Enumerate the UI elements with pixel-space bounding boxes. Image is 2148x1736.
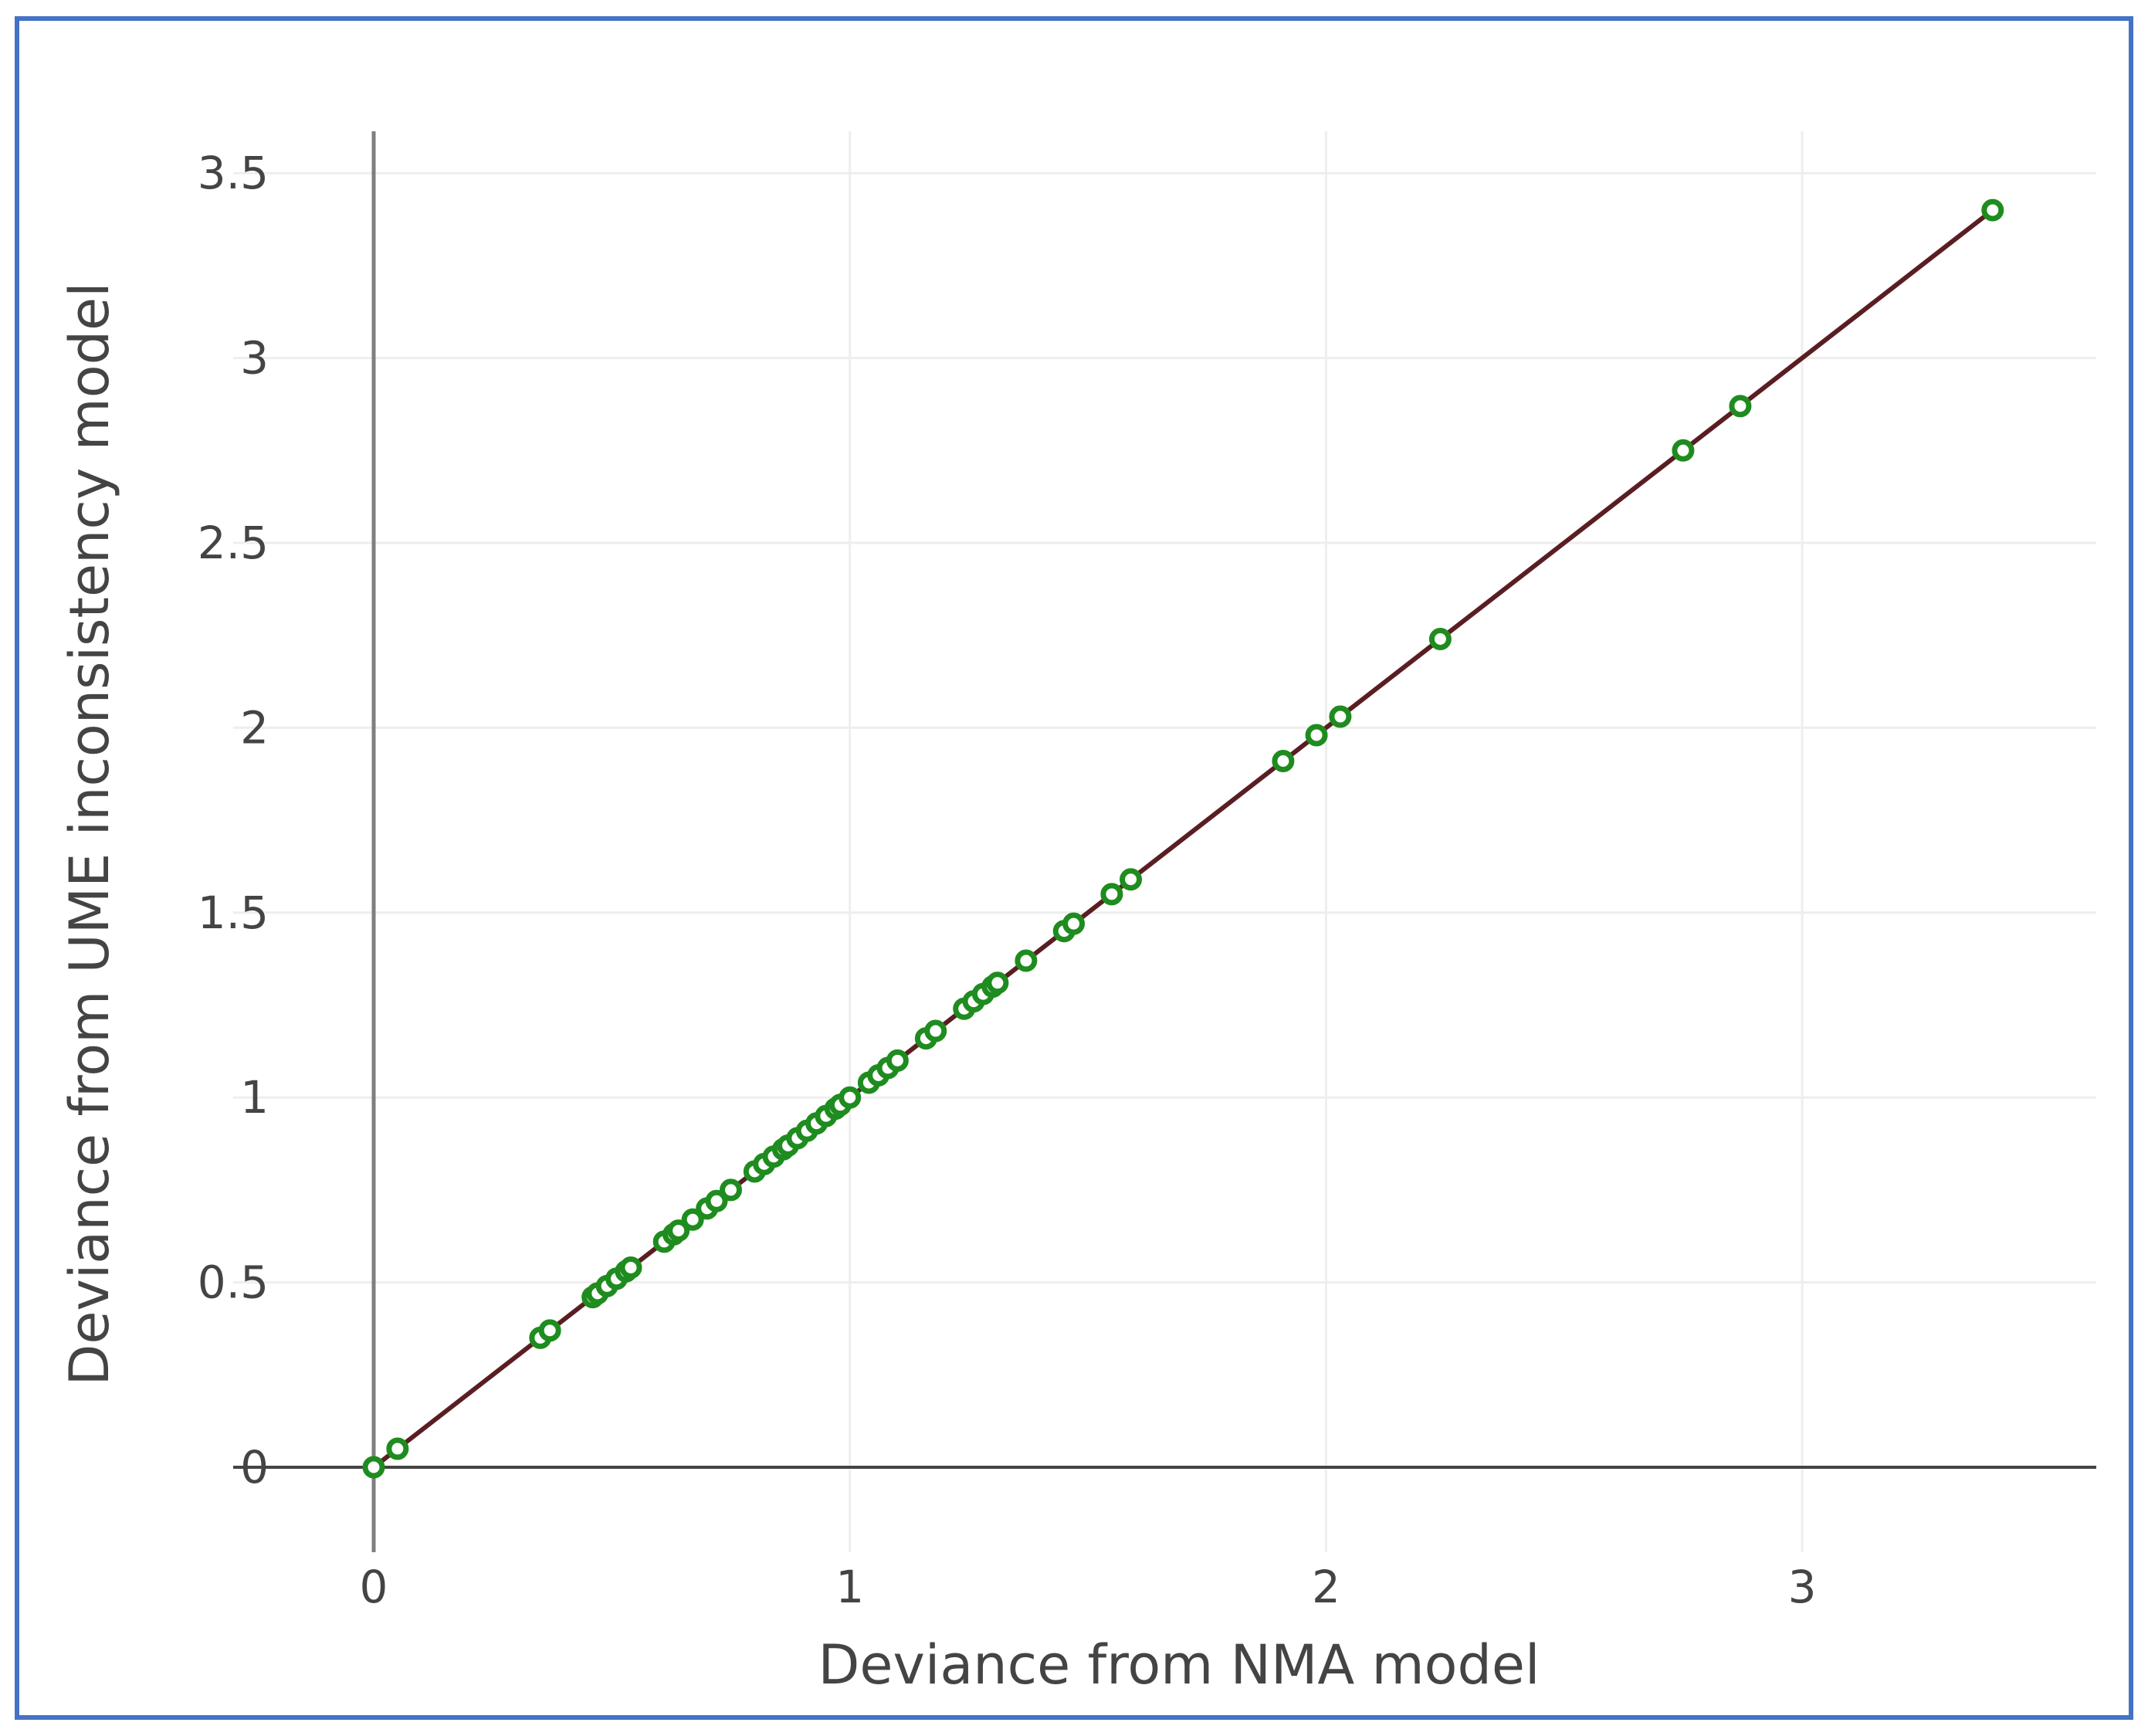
data-point xyxy=(619,1256,642,1279)
data-point xyxy=(986,971,1009,995)
y-tick-label: 3 xyxy=(240,332,269,385)
data-point xyxy=(1305,724,1328,747)
data-point xyxy=(1100,883,1123,906)
y-tick-label: 3.5 xyxy=(198,147,269,199)
y-tick-label: 1 xyxy=(240,1071,269,1124)
gridlines xyxy=(233,131,2096,1552)
data-point xyxy=(1428,627,1452,650)
y-tick-label: 0 xyxy=(240,1441,269,1494)
data-point xyxy=(1672,439,1695,462)
x-tick-label: 1 xyxy=(835,1561,864,1613)
data-point xyxy=(1015,949,1038,972)
series-line xyxy=(372,208,1994,1470)
data-point xyxy=(1981,198,2004,222)
data-point xyxy=(924,1019,947,1043)
data-point xyxy=(1729,395,1752,418)
data-point xyxy=(720,1178,743,1202)
axes xyxy=(233,131,2096,1552)
data-point xyxy=(362,1456,385,1479)
tick-labels: 0 1 2 3 0 0.5 1 1.5 2 2.5 3 3.5 xyxy=(198,147,1817,1613)
data-point xyxy=(705,1189,728,1212)
y-axis-title: Deviance from UME inconsistency model xyxy=(58,282,121,1385)
data-point xyxy=(681,1208,704,1231)
y-tick-label: 0.5 xyxy=(198,1256,269,1309)
data-point xyxy=(386,1437,409,1460)
y-tick-label: 1.5 xyxy=(198,887,269,939)
data-layer xyxy=(362,198,2004,1479)
data-point xyxy=(538,1319,561,1342)
x-tick-label: 2 xyxy=(1312,1561,1340,1613)
y-tick-label: 2.5 xyxy=(198,517,269,569)
frame-border xyxy=(15,16,2133,1720)
x-tick-label: 3 xyxy=(1788,1561,1817,1613)
x-axis-title: Deviance from NMA model xyxy=(818,1633,1540,1697)
x-tick-label: 0 xyxy=(360,1561,388,1613)
data-point xyxy=(667,1219,690,1243)
y-tick-label: 2 xyxy=(240,701,269,754)
data-point xyxy=(1120,868,1143,891)
data-point xyxy=(839,1086,862,1109)
data-point xyxy=(1272,749,1295,772)
data-point xyxy=(1062,912,1086,935)
data-point xyxy=(1329,705,1352,728)
data-point xyxy=(886,1049,909,1072)
